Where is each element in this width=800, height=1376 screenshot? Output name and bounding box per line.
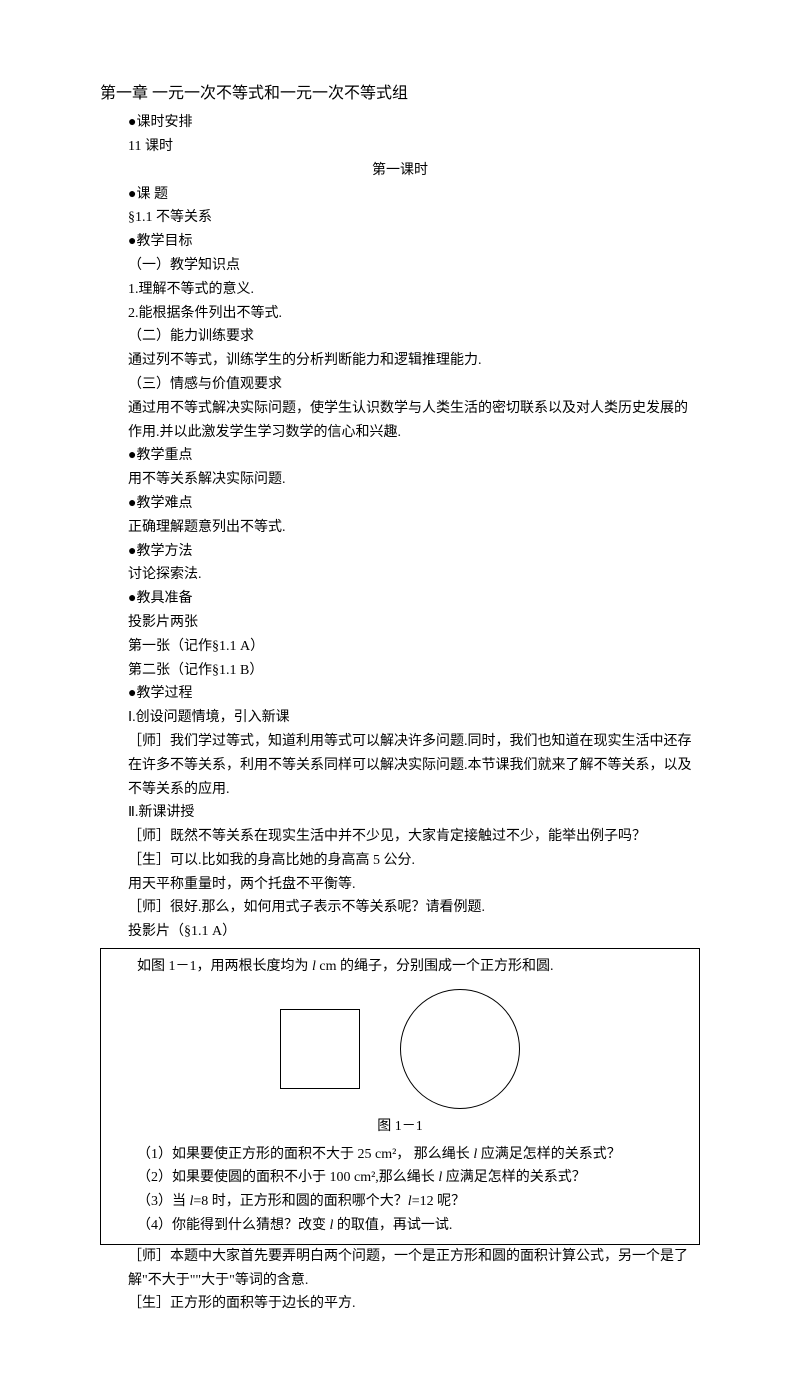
tools-text: 投影片两张 xyxy=(100,611,700,635)
chapter-title: 第一章 一元一次不等式和一元一次不等式组 xyxy=(100,80,700,107)
goal-label: ●教学目标 xyxy=(100,230,700,254)
difficulty-text: 正确理解题意列出不等式. xyxy=(100,516,700,540)
schedule-label: ●课时安排 xyxy=(100,111,700,135)
process-1-label: Ⅰ.创设问题情境，引入新课 xyxy=(100,706,700,730)
teacher-3: ［师］很好.那么，如何用式子表示不等关系呢？请看例题. xyxy=(100,896,700,920)
student-1b: 用天平称重量时，两个托盘不平衡等. xyxy=(100,873,700,897)
q3-b: =8 时，正方形和圆的面积哪个大？ xyxy=(193,1194,407,1209)
square-shape xyxy=(280,1009,360,1089)
teacher-2: ［师］既然不等关系在现实生活中并不少见，大家肯定接触过不少，能举出例子吗？ xyxy=(100,825,700,849)
slide-ref: 投影片（§1.1 A） xyxy=(100,920,700,944)
topic-value: §1.1 不等关系 xyxy=(100,206,700,230)
tools-2: 第二张（记作§1.1 B） xyxy=(100,659,700,683)
box-q1: （1）如果要使正方形的面积不大于 25 cm²， 那么绳长 l 应满足怎样的关系… xyxy=(109,1143,691,1167)
tools-1: 第一张（记作§1.1 A） xyxy=(100,635,700,659)
box-intro-a: 如图 1－1，用两根长度均为 xyxy=(137,959,312,974)
q3-c: =12 呢？ xyxy=(412,1194,465,1209)
example-box: 如图 1－1，用两根长度均为 l cm 的绳子，分别围成一个正方形和圆. 图 1… xyxy=(100,948,700,1245)
shapes-figure xyxy=(109,989,691,1109)
student-2: ［生］正方形的面积等于边长的平方. xyxy=(100,1292,700,1316)
box-q3: （3）当 l=8 时，正方形和圆的面积哪个大？l=12 呢？ xyxy=(109,1190,691,1214)
teacher-4: ［师］本题中大家首先要弄明白两个问题，一个是正方形和圆的面积计算公式，另一个是了… xyxy=(100,1245,700,1293)
lesson-heading: 第一课时 xyxy=(100,159,700,183)
process-label: ●教学过程 xyxy=(100,682,700,706)
q1-b: 应满足怎样的关系式？ xyxy=(477,1147,621,1162)
figure-label: 图 1－1 xyxy=(109,1115,691,1139)
box-q4: （4）你能得到什么猜想？改变 l 的取值，再试一试. xyxy=(109,1214,691,1238)
goal-2-label: （二）能力训练要求 xyxy=(100,325,700,349)
focus-text: 用不等关系解决实际问题. xyxy=(100,468,700,492)
method-text: 讨论探索法. xyxy=(100,563,700,587)
q4-b: 的取值，再试一试. xyxy=(333,1218,452,1233)
topic-label: ●课 题 xyxy=(100,183,700,207)
goal-3-text: 通过用不等式解决实际问题，使学生认识数学与人类生活的密切联系以及对人类历史发展的… xyxy=(100,397,700,445)
box-intro-b: cm 的绳子，分别围成一个正方形和圆. xyxy=(316,959,554,974)
circle-shape xyxy=(400,989,520,1109)
q2-a: （2）如果要使圆的面积不小于 100 cm²,那么绳长 xyxy=(137,1170,438,1185)
q3-a: （3）当 xyxy=(137,1194,190,1209)
box-q2: （2）如果要使圆的面积不小于 100 cm²,那么绳长 l 应满足怎样的关系式？ xyxy=(109,1166,691,1190)
difficulty-label: ●教学难点 xyxy=(100,492,700,516)
q4-a: （4）你能得到什么猜想？改变 xyxy=(137,1218,330,1233)
goal-1-1: 1.理解不等式的意义. xyxy=(100,278,700,302)
goal-1-2: 2.能根据条件列出不等式. xyxy=(100,302,700,326)
goal-2-text: 通过列不等式，训练学生的分析判断能力和逻辑推理能力. xyxy=(100,349,700,373)
goal-3-label: （三）情感与价值观要求 xyxy=(100,373,700,397)
box-intro: 如图 1－1，用两根长度均为 l cm 的绳子，分别围成一个正方形和圆. xyxy=(109,955,691,979)
goal-1-label: （一）教学知识点 xyxy=(100,254,700,278)
method-label: ●教学方法 xyxy=(100,540,700,564)
teacher-1: ［师］我们学过等式，知道利用等式可以解决许多问题.同时，我们也知道在现实生活中还… xyxy=(100,730,700,801)
student-1: ［生］可以.比如我的身高比她的身高高 5 公分. xyxy=(100,849,700,873)
focus-label: ●教学重点 xyxy=(100,444,700,468)
q2-b: 应满足怎样的关系式？ xyxy=(442,1170,586,1185)
tools-label: ●教具准备 xyxy=(100,587,700,611)
q1-a: （1）如果要使正方形的面积不大于 25 cm²， 那么绳长 xyxy=(137,1147,473,1162)
process-2-label: Ⅱ.新课讲授 xyxy=(100,801,700,825)
schedule-value: 11 课时 xyxy=(100,135,700,159)
